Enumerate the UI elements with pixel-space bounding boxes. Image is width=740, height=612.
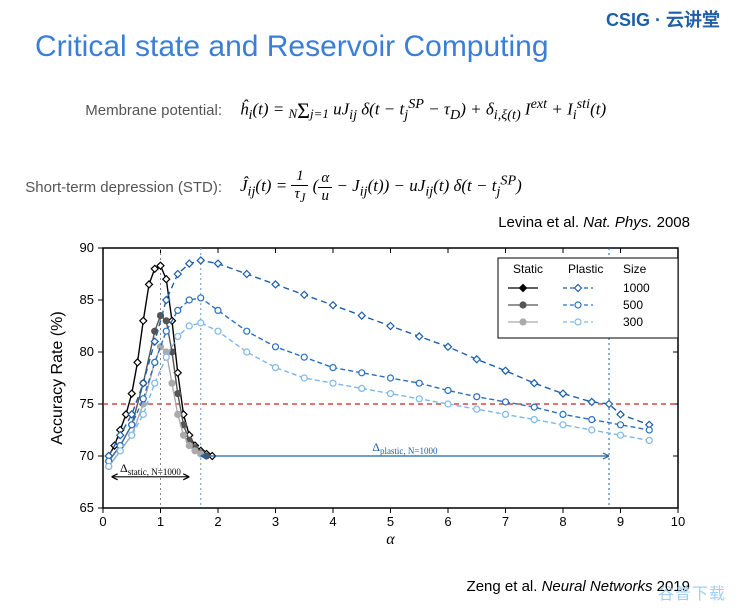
svg-text:2: 2 xyxy=(214,514,221,529)
svg-text:65: 65 xyxy=(80,500,94,515)
svg-text:4: 4 xyxy=(329,514,336,529)
svg-text:1000: 1000 xyxy=(623,281,650,295)
svg-text:75: 75 xyxy=(80,396,94,411)
svg-text:70: 70 xyxy=(80,448,94,463)
svg-text:10: 10 xyxy=(671,514,685,529)
svg-text:6: 6 xyxy=(444,514,451,529)
svg-text:Accuracy Rate (%): Accuracy Rate (%) xyxy=(49,311,66,444)
header-logo: CSIG · 云讲堂 xyxy=(606,6,720,32)
svg-text:Static: Static xyxy=(513,262,543,276)
svg-text:8: 8 xyxy=(559,514,566,529)
equation-1: Membrane potential: ĥi(t) = NΣj=1 uJij δ… xyxy=(20,96,606,124)
svg-text:9: 9 xyxy=(617,514,624,529)
svg-text:500: 500 xyxy=(623,298,643,312)
svg-text:1: 1 xyxy=(157,514,164,529)
slide-title: Critical state and Reservoir Computing xyxy=(35,30,549,64)
svg-text:80: 80 xyxy=(80,344,94,359)
svg-text:Plastic: Plastic xyxy=(568,262,603,276)
eq2-label: Short-term depression (STD): xyxy=(20,179,240,196)
watermark: 谷普下载 xyxy=(658,580,726,604)
accuracy-chart: 0 1 2 3 4 5 6 7 8 9 10 65 70 75 80 85 90 α Accuracy Rate (… xyxy=(48,238,688,548)
svg-text:Δplastic, N=1000: Δplastic, N=1000 xyxy=(372,440,438,456)
citation-1: Levina et al. Nat. Phys. 2008 xyxy=(498,214,690,231)
svg-text:5: 5 xyxy=(387,514,394,529)
svg-text:7: 7 xyxy=(502,514,509,529)
svg-text:α: α xyxy=(386,531,395,548)
equation-2: Short-term depression (STD): Ĵij(t) = 1τ… xyxy=(20,168,522,206)
eq2-formula: Ĵij(t) = 1τJ (αu − Jij(t)) − uJij(t) δ(t… xyxy=(240,168,522,206)
eq1-label: Membrane potential: xyxy=(20,102,240,119)
eq1-formula: ĥi(t) = NΣj=1 uJij δ(t − tjSP − τD) + δi… xyxy=(240,96,606,124)
svg-text:Δstatic, N=1000: Δstatic, N=1000 xyxy=(120,461,181,477)
svg-text:Size: Size xyxy=(623,262,647,276)
svg-text:3: 3 xyxy=(272,514,279,529)
citation-2: Zeng et al. Neural Networks 2019 xyxy=(467,578,690,595)
svg-text:300: 300 xyxy=(623,315,643,329)
svg-text:85: 85 xyxy=(80,292,94,307)
svg-text:90: 90 xyxy=(80,240,94,255)
svg-text:0: 0 xyxy=(99,514,106,529)
